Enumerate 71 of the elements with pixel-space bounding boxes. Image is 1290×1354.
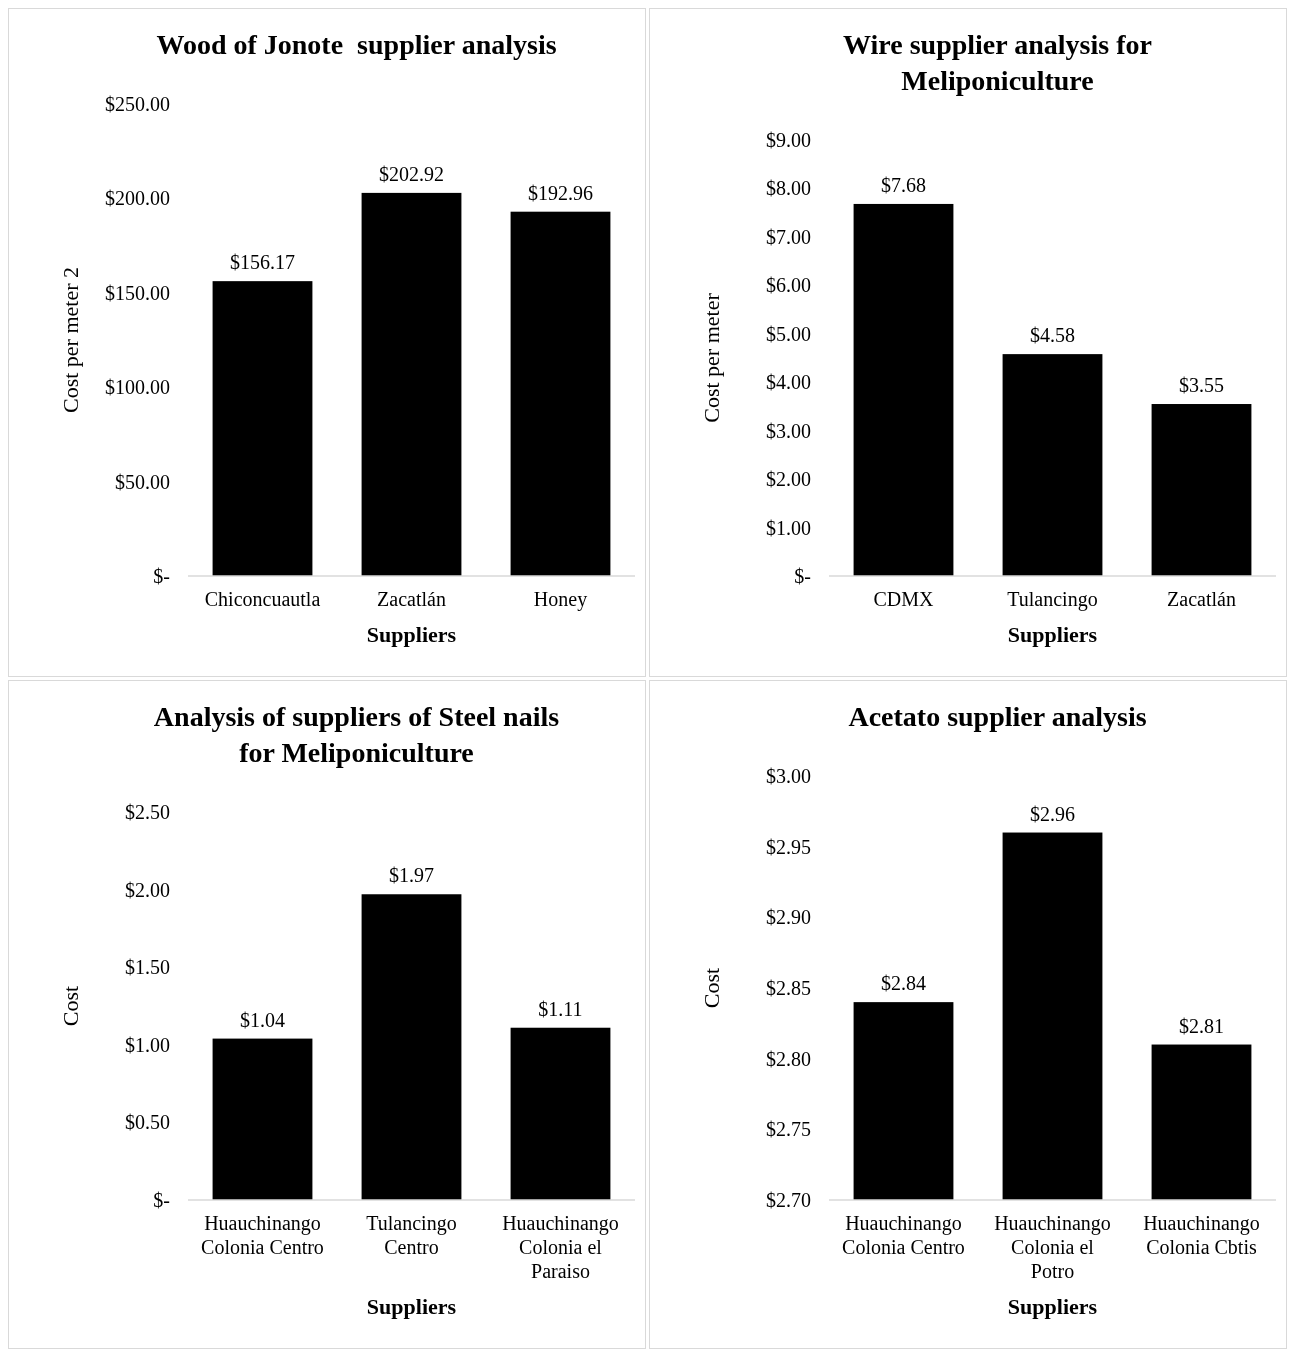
data-label: $1.97 [389,864,434,887]
y-tick-label: $2.80 [766,1047,811,1070]
x-tick-label: Honey [533,588,588,611]
bar [510,1027,611,1200]
y-axis-title: Cost per meter 2 [58,266,83,414]
y-tick-label: $9.00 [766,129,811,151]
bar [1002,354,1103,576]
chart-title: Wire supplier analysis for Meliponiculture [843,29,1152,96]
data-label: $4.58 [1030,324,1075,347]
y-tick-label: $- [153,1189,170,1211]
y-tick-label: $1.00 [766,516,811,539]
y-tick-label: $- [153,565,170,587]
y-tick-label: $150.00 [105,281,170,304]
y-tick-label: $4.00 [766,371,811,394]
bar [1151,404,1252,576]
y-tick-label: $3.00 [766,765,811,787]
y-tick-label: $250.00 [105,93,170,115]
chart-title: Analysis of suppliers of Steel nails for Meliponiculture [153,701,560,768]
y-tick-label: $5.00 [766,322,811,345]
bar [853,203,954,576]
data-label: $2.81 [1179,1014,1224,1037]
x-tick-label: Huauchinango Colonia el Paraiso [502,1212,619,1282]
x-axis-title: Suppliers [1007,622,1098,647]
data-label: $2.96 [1030,802,1075,825]
y-tick-label: $8.00 [766,177,811,200]
x-tick-label: Chiconcuautla [204,588,321,610]
x-axis-title: Suppliers [366,1294,457,1319]
y-tick-label: $- [794,565,811,587]
y-tick-label: $6.00 [766,274,811,297]
data-label: $3.55 [1179,374,1224,397]
x-tick-label: CDMX [873,588,935,610]
x-axis-title: Suppliers [1007,1294,1098,1319]
y-tick-label: $200.00 [105,187,170,210]
data-label: $1.04 [240,1008,285,1031]
x-tick-label: Huauchinango Colonia el Potro [994,1212,1111,1282]
y-tick-label: $2.85 [766,977,811,999]
y-axis-title: Cost [58,985,83,1027]
chart-title: Wood of Jonote supplier analysis [156,29,557,60]
y-tick-label: $100.00 [105,376,170,399]
x-tick-label: Zacatlán [1167,588,1236,610]
y-tick-label: $0.50 [125,1111,170,1134]
y-tick-label: $2.00 [125,878,170,901]
y-tick-label: $2.70 [766,1189,811,1211]
x-tick-label: Zacatlán [377,588,446,610]
y-axis-title: Cost per meter [699,292,724,423]
y-tick-label: $3.00 [766,419,811,442]
data-label: $2.84 [881,972,926,995]
data-label: $156.17 [230,251,295,274]
y-tick-label: $2.95 [766,835,811,858]
chart-title: Acetato supplier analysis [848,701,1147,732]
y-tick-label: $2.90 [766,906,811,929]
y-tick-label: $2.75 [766,1118,811,1141]
y-tick-label: $1.50 [125,956,170,979]
data-label: $192.96 [528,181,593,204]
data-label: $7.68 [881,173,926,196]
y-tick-label: $2.00 [766,468,811,491]
bar [361,894,462,1200]
y-tick-label: $2.50 [125,801,170,823]
data-label: $1.11 [538,997,583,1020]
y-axis-title: Cost [699,967,724,1009]
x-tick-label: Tulancingo Centro [366,1212,457,1258]
x-tick-label: Huauchinango Colonia Centro [201,1212,324,1258]
y-tick-label: $7.00 [766,225,811,248]
y-tick-label: $1.00 [125,1033,170,1056]
x-tick-label: Huauchinango Colonia Centro [842,1212,965,1258]
x-axis-title: Suppliers [366,622,457,647]
y-tick-label: $50.00 [115,470,170,493]
data-label: $202.92 [379,162,444,185]
bar [212,1038,313,1200]
x-tick-label: Huauchinango Colonia Cbtis [1143,1212,1260,1258]
x-tick-label: Tulancingo [1007,588,1098,611]
